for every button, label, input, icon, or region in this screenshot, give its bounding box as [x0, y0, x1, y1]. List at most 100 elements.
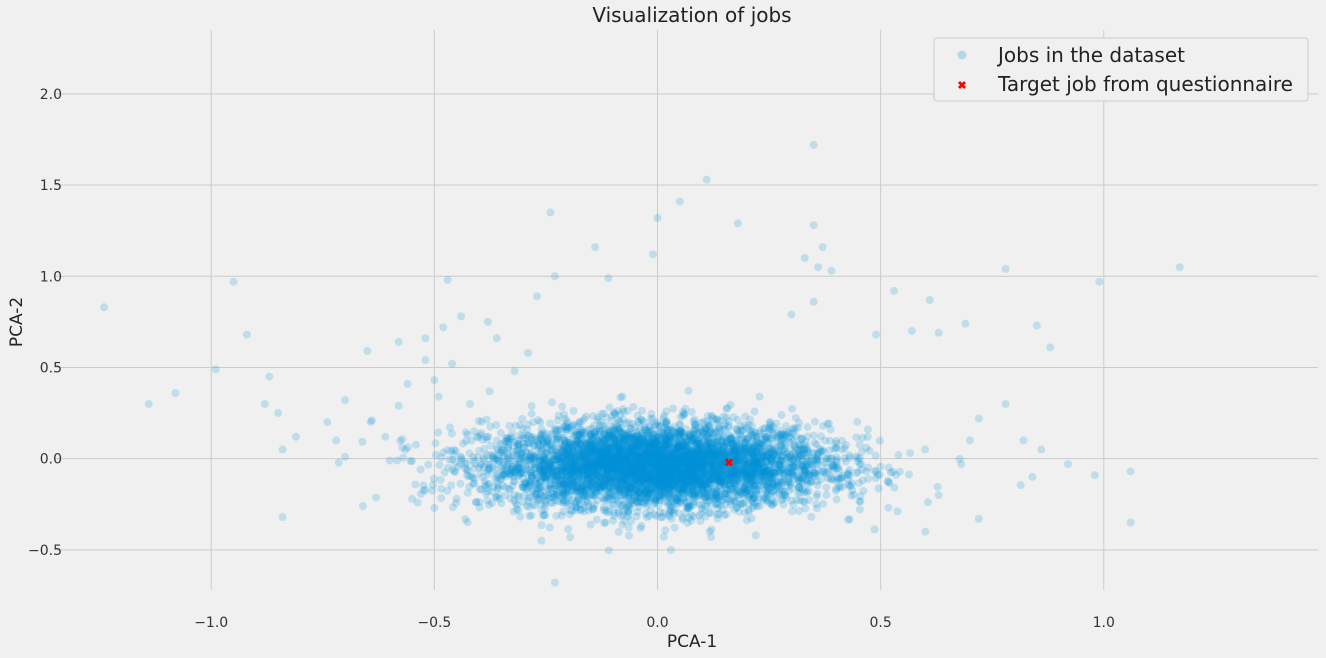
data-point [752, 435, 761, 444]
data-point [437, 453, 446, 462]
data-point [144, 399, 153, 408]
data-point [683, 474, 692, 483]
data-point [690, 456, 699, 465]
data-point [744, 450, 753, 459]
data-point [492, 334, 501, 343]
data-point [577, 461, 586, 470]
data-point [684, 453, 693, 462]
data-point [593, 466, 602, 475]
data-point [575, 463, 584, 472]
data-point [641, 509, 650, 518]
data-point [631, 486, 640, 495]
data-point [440, 468, 449, 477]
data-point [632, 466, 641, 475]
data-point [645, 453, 654, 462]
data-point [591, 482, 600, 491]
data-point [840, 444, 849, 453]
data-point [697, 465, 706, 474]
data-point [637, 473, 646, 482]
data-point [520, 491, 529, 500]
data-point [689, 433, 698, 442]
data-point [763, 473, 772, 482]
data-point [260, 399, 269, 408]
data-point [640, 475, 649, 484]
data-point [607, 462, 616, 471]
data-point [657, 458, 666, 467]
data-point [486, 422, 495, 431]
data-point [457, 312, 466, 321]
data-point [484, 470, 493, 479]
data-point [664, 460, 673, 469]
data-point [822, 491, 831, 500]
data-point [527, 468, 536, 477]
data-point [709, 443, 718, 452]
data-point [587, 445, 596, 454]
data-point [727, 471, 736, 480]
data-point [689, 467, 698, 476]
data-point [890, 286, 899, 295]
data-point [516, 512, 525, 521]
data-point [620, 517, 629, 526]
data-point [707, 439, 716, 448]
data-point [463, 518, 472, 527]
data-point [749, 467, 758, 476]
data-point [619, 468, 628, 477]
data-point [605, 445, 614, 454]
data-point [578, 485, 587, 494]
data-point [510, 367, 519, 376]
data-point [639, 469, 648, 478]
data-point [642, 425, 651, 434]
data-point [636, 471, 645, 480]
data-point [589, 485, 598, 494]
data-point [645, 422, 654, 431]
data-point [625, 447, 634, 456]
data-point [644, 457, 653, 466]
data-point [809, 471, 818, 480]
data-point [688, 447, 697, 456]
data-point [607, 444, 616, 453]
data-point [573, 487, 582, 496]
data-point [778, 477, 787, 486]
data-point [493, 459, 502, 468]
data-point [746, 445, 755, 454]
data-point [763, 450, 772, 459]
data-point [646, 445, 655, 454]
data-point [534, 444, 543, 453]
data-point [463, 459, 472, 468]
data-point [585, 470, 594, 479]
data-point [627, 440, 636, 449]
data-point [515, 469, 524, 478]
data-point [687, 475, 696, 484]
data-point [532, 292, 541, 301]
data-point [692, 462, 701, 471]
data-point [570, 452, 579, 461]
data-point [691, 451, 700, 460]
data-point [570, 441, 579, 450]
data-point [762, 466, 771, 475]
data-point [696, 491, 705, 500]
data-point [714, 475, 723, 484]
data-point [795, 418, 804, 427]
data-point [745, 485, 754, 494]
data-point [827, 266, 836, 275]
data-point [858, 433, 867, 442]
data-point [484, 463, 493, 472]
data-point [629, 402, 638, 411]
data-point [645, 479, 654, 488]
data-point [695, 490, 704, 499]
data-point [1028, 472, 1037, 481]
data-point [724, 417, 733, 426]
data-point [776, 476, 785, 485]
data-point [772, 468, 781, 477]
data-point [278, 445, 287, 454]
data-point [603, 445, 612, 454]
data-point [637, 462, 646, 471]
data-point [602, 467, 611, 476]
data-point [516, 421, 525, 430]
data-point [385, 456, 394, 465]
data-point [678, 428, 687, 437]
data-point [592, 437, 601, 446]
data-point [646, 489, 655, 498]
data-point [644, 484, 653, 493]
data-point [603, 508, 612, 517]
